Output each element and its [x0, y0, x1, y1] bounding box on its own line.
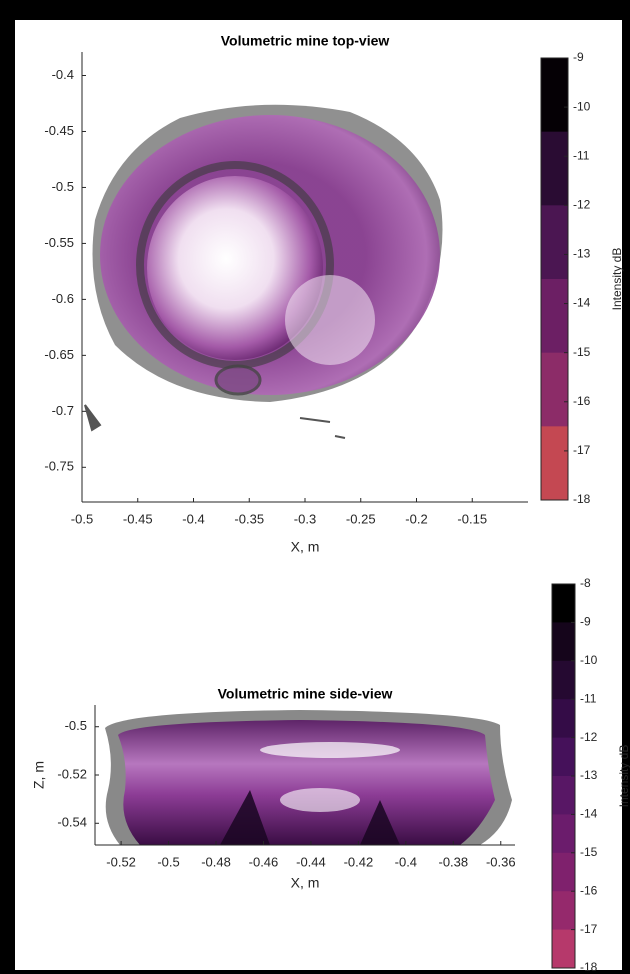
y-tick-label: -0.54: [57, 815, 87, 830]
colorbar-band: [552, 699, 575, 739]
colorbar-band: [541, 205, 568, 280]
x-tick-label: -0.38: [438, 854, 468, 869]
y-tick-label: -0.5: [65, 718, 87, 733]
chart-title: Volumetric mine side-view: [218, 686, 393, 702]
side-view-surface: [105, 710, 512, 845]
x-tick-label: -0.44: [296, 854, 326, 869]
colorbar: -8 -9 -10 -11 -12 -13 -14 -15 -16 -17 -18 Intensity…: [551, 576, 630, 974]
colorbar-tick-label: -9: [573, 50, 584, 64]
x-tick-label: -0.46: [249, 854, 279, 869]
y-tick-label: -0.52: [57, 766, 87, 781]
colorbar-tick-label: -10: [573, 99, 591, 113]
x-tick-label: -0.5: [71, 511, 93, 526]
colorbar-band: [541, 58, 568, 133]
colorbar-tick-label: -9: [580, 615, 591, 629]
x-tick-label: -0.4: [182, 511, 204, 526]
x-axis-label: X, m: [291, 539, 320, 555]
colorbar-band: [541, 131, 568, 206]
y-tick-label: -0.6: [52, 291, 74, 306]
colorbar-tick-label: -12: [573, 198, 591, 212]
colorbar-band: [541, 352, 568, 427]
colorbar-tick-label: -18: [573, 492, 591, 506]
colorbar-label: Intensity dB: [610, 248, 624, 311]
x-axis-label: X, m: [291, 875, 320, 891]
colorbar-tick-label: -18: [580, 960, 598, 974]
colorbar-tick-label: -15: [573, 345, 591, 359]
x-tick-label: -0.35: [234, 511, 264, 526]
colorbar-tick-label: -12: [580, 730, 598, 744]
x-tick-label: -0.36: [486, 854, 516, 869]
chart-title: Volumetric mine top-view: [221, 33, 390, 49]
x-tick-label: -0.42: [344, 854, 374, 869]
colorbar-label: Intensity dB: [617, 745, 630, 808]
colorbar-tick-label: -17: [573, 443, 591, 457]
colorbar-band: [541, 426, 568, 501]
y-tick-label: -0.45: [44, 123, 74, 138]
colorbar-band: [552, 891, 575, 931]
colorbar-tick-label: -8: [580, 576, 591, 590]
y-tick-label: -0.4: [52, 67, 74, 82]
colorbar-band: [552, 660, 575, 700]
colorbar-band: [552, 622, 575, 662]
x-tick-label: -0.45: [123, 511, 153, 526]
colorbar-tick-label: -13: [580, 768, 598, 782]
colorbar-band: [552, 737, 575, 777]
colorbar-band: [552, 929, 575, 969]
colorbar-tick-label: -14: [580, 807, 598, 821]
x-tick-label: -0.3: [294, 511, 316, 526]
y-tick-label: -0.65: [44, 347, 74, 362]
colorbar-tick-label: -13: [573, 247, 591, 261]
y-tick-label: -0.5: [52, 179, 74, 194]
colorbar-band: [552, 852, 575, 892]
colorbar-tick-label: -16: [573, 394, 591, 408]
colorbar-tick-label: -17: [580, 922, 598, 936]
colorbar-tick-label: -10: [580, 653, 598, 667]
x-tick-label: -0.5: [157, 854, 179, 869]
y-axis-label: Z, m: [31, 761, 47, 789]
x-tick-label: -0.4: [395, 854, 417, 869]
colorbar-tick-label: -15: [580, 845, 598, 859]
colorbar-band: [552, 584, 575, 623]
colorbar-tick-label: -16: [580, 883, 598, 897]
x-tick-label: -0.48: [201, 854, 231, 869]
colorbar-tick-label: -14: [573, 296, 591, 310]
top-view-surface: [84, 104, 443, 439]
colorbar: -9 -10 -11 -12 -13 -14 -15 -16 -17 -18 Intensity d…: [540, 50, 624, 506]
y-tick-label: -0.7: [52, 403, 74, 418]
colorbar-band: [541, 279, 568, 354]
x-tick-label: -0.2: [405, 511, 427, 526]
y-tick-label: -0.75: [44, 459, 74, 474]
colorbar-tick-label: -11: [573, 148, 590, 162]
colorbar-tick-label: -11: [580, 691, 597, 705]
y-tick-label: -0.55: [44, 235, 74, 250]
x-tick-label: -0.15: [457, 511, 487, 526]
colorbar-frame: [540, 57, 569, 501]
x-tick-label: -0.25: [346, 511, 376, 526]
colorbar-band: [552, 776, 575, 815]
colorbar-band: [552, 814, 575, 854]
x-tick-label: -0.52: [106, 854, 136, 869]
